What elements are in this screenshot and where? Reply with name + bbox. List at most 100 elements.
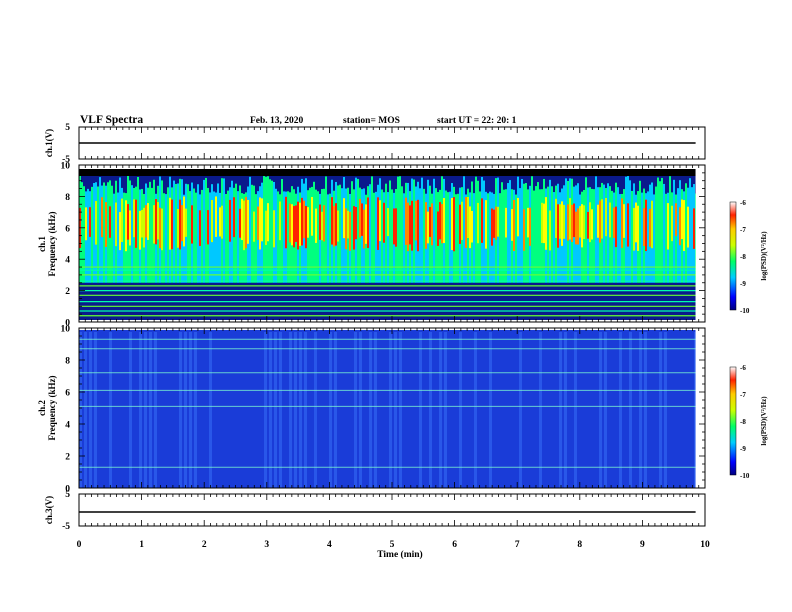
ch1-peak-column	[549, 210, 551, 251]
ch2-frequency-ytick-label: 8	[65, 357, 70, 367]
ch2-noise-column	[419, 332, 422, 488]
ch1-noise-column	[619, 194, 621, 283]
ch1-noise-column	[269, 179, 271, 283]
ch2-cbar-tick-9: -9	[740, 445, 746, 453]
ch1-peak-column	[681, 199, 683, 240]
ch1-peak-column	[633, 207, 635, 251]
ch1-noise-column	[421, 177, 423, 283]
ch1-peak-column	[319, 204, 321, 240]
ch1-peak-column	[567, 204, 569, 241]
ch1-noise-column	[533, 190, 535, 283]
ch1-peak-column	[199, 210, 201, 246]
ch1-noise-column	[217, 183, 219, 283]
ch2-noise-column	[184, 332, 187, 488]
ch1-noise-column	[499, 193, 501, 283]
ch2-background	[79, 330, 696, 488]
ch1-peak-column	[453, 197, 455, 252]
ch1-noise-column	[283, 191, 285, 283]
time-tick-label: 5	[390, 540, 395, 550]
ch1-noise-column	[479, 191, 481, 283]
ch1-peak-column	[267, 203, 269, 242]
ch1-peak-column	[645, 199, 647, 252]
ch1-peak-column	[159, 207, 161, 249]
ch1-noise-column	[123, 192, 125, 283]
ch1-noise-column	[163, 193, 165, 283]
ch1-noise-column	[665, 193, 667, 283]
ch1-cbar-tick-7: -7	[740, 226, 746, 234]
ch1-noise-column	[87, 188, 89, 283]
ch1-frequency-ytick-label: 0	[65, 319, 70, 329]
ch1-noise-column	[329, 193, 331, 283]
ch1-peak-column	[333, 206, 335, 247]
ch1-noise-column	[539, 189, 541, 283]
ch1-peak-column	[185, 208, 187, 237]
ch1-peak-column	[613, 207, 615, 238]
ch1-cbar-tick-6: -6	[740, 199, 746, 207]
ch1-cbar-tick-10: -10	[740, 307, 750, 315]
ch2-noise-column	[299, 332, 302, 488]
ch1-noise-column	[483, 180, 485, 283]
ch1-noise-column	[631, 190, 633, 283]
ch1-peak-column	[651, 200, 653, 249]
ch1-noise-column	[251, 184, 253, 283]
ch1-peak-column	[119, 212, 121, 251]
ch1-peak-column	[147, 203, 149, 240]
ch1-noise-column	[521, 178, 523, 283]
ch2-noise-column	[429, 332, 432, 488]
ch1-peak-column	[627, 203, 629, 247]
ch1-noise-column	[655, 186, 657, 283]
ch1-peak-column	[219, 207, 221, 237]
time-tick-label: 2	[202, 540, 207, 550]
ch1-noise-column	[271, 180, 273, 283]
ch1-noise-column	[361, 189, 363, 283]
ch1-peak-column	[523, 209, 525, 251]
ch2-frequency-ytick-label: 6	[65, 389, 70, 399]
ch1-noise-column	[455, 194, 457, 283]
ch1-noise-column	[661, 177, 663, 283]
ch1-peak-column	[573, 203, 575, 238]
time-tick-label: 0	[77, 540, 82, 550]
figure-title: VLF Spectra	[80, 114, 143, 126]
ch1-noise-column	[201, 189, 203, 283]
ch1-peak-column	[505, 207, 507, 238]
ch1-peak-column	[635, 202, 637, 243]
ch1-frequency-ticks: 0 2 4 6 8 10	[61, 162, 705, 329]
ch1-noise-column	[371, 176, 373, 283]
ch1-frequency-ytick-label: 8	[65, 193, 70, 203]
ch1-noise-column	[373, 192, 375, 283]
ch1-noise-column	[197, 184, 199, 283]
ch1-noise-column	[537, 182, 539, 283]
ch1-peak-column	[387, 208, 389, 237]
ch1-peak-column	[207, 210, 209, 245]
ch1-peak-column	[337, 210, 339, 242]
ch1-peak-column	[127, 204, 129, 240]
ch1-voltage-ylabel: ch.1(V)	[44, 129, 54, 157]
ch2-noise-column	[264, 332, 267, 488]
ch1-peak-column	[575, 211, 577, 245]
ch1-peak-column	[581, 204, 583, 248]
ch1-noise-column	[209, 192, 211, 283]
ch1-peak-column	[261, 198, 263, 242]
ch1-noise-column	[317, 191, 319, 283]
ch1-ytick-bottom: -5	[62, 155, 70, 165]
ch1-peak-column	[465, 197, 467, 248]
ch1-peak-column	[233, 197, 235, 238]
ch1-peak-column	[569, 198, 571, 240]
ch1-frequency-ytick-label: 6	[65, 224, 70, 234]
ch1-peak-column	[183, 196, 185, 247]
ch1-frequency-ytick-label: 4	[65, 256, 70, 266]
ch1-frequency-ytick-label: 2	[65, 287, 70, 297]
ch1-peak-column	[481, 198, 483, 243]
ch1-noise-column	[235, 183, 237, 283]
ch2-empty-tail	[695, 330, 705, 488]
ch1-noise-column	[137, 176, 139, 283]
ch1-peak-column	[415, 200, 417, 241]
ch2-frequency-ticks: 0 2 4 6 8 10	[61, 325, 705, 495]
ch1-noise-column	[193, 188, 195, 283]
ch1-noise-column	[149, 181, 151, 283]
ch1-peak-column	[109, 206, 111, 238]
ch1-noise-column	[449, 191, 451, 283]
ch1-noise-column	[249, 176, 251, 283]
ch1-peak-column	[115, 202, 117, 247]
ch1-peak-column	[597, 204, 599, 238]
